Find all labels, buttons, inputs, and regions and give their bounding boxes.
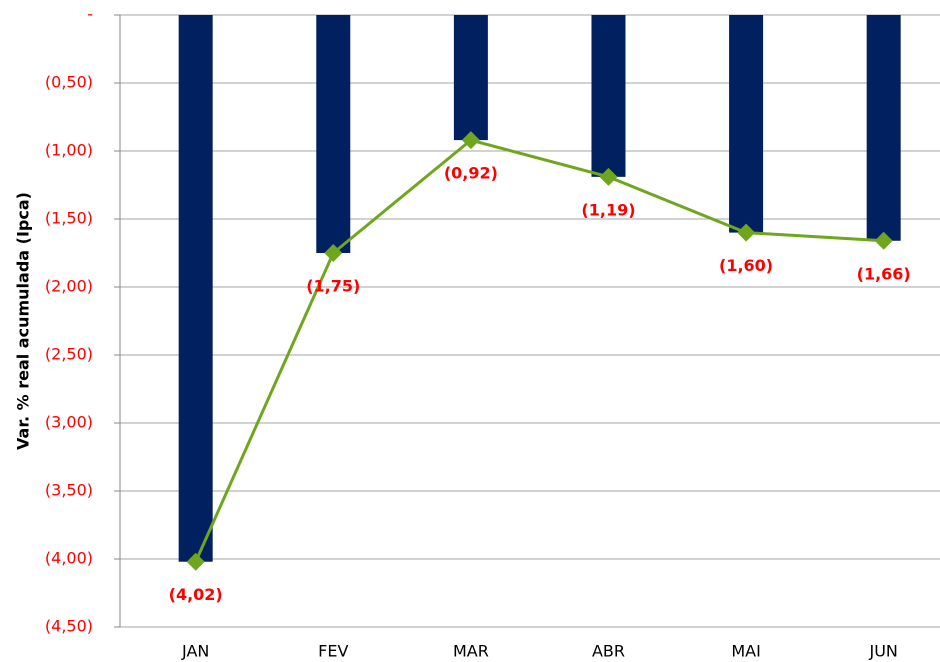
y-tick-label: (1,50) xyxy=(45,209,93,228)
bar xyxy=(729,15,764,233)
data-label: (4,02) xyxy=(169,585,223,604)
bar xyxy=(866,15,901,241)
x-tick-label: MAI xyxy=(731,642,760,661)
data-label: (1,60) xyxy=(719,256,773,275)
y-tick-label: (4,50) xyxy=(45,617,93,636)
data-label: (1,66) xyxy=(857,264,911,283)
y-tick-label: (3,00) xyxy=(45,413,93,432)
y-tick-label: (2,50) xyxy=(45,345,93,364)
x-tick-label: MAR xyxy=(453,642,489,661)
marker xyxy=(737,223,756,242)
y-tick-label: - xyxy=(87,5,93,24)
y-tick-label: (4,00) xyxy=(45,549,93,568)
x-tick-label: ABR xyxy=(592,642,625,661)
x-tick-label: JAN xyxy=(181,642,209,661)
x-tick-label: FEV xyxy=(318,642,348,661)
y-tick-label: (1,00) xyxy=(45,141,93,160)
marker xyxy=(599,167,618,186)
bar xyxy=(178,15,213,562)
y-tick-label: (3,50) xyxy=(45,481,93,500)
data-label: (0,92) xyxy=(444,164,498,183)
x-tick-label: JUN xyxy=(868,642,897,661)
data-label: (1,75) xyxy=(306,277,360,296)
marker xyxy=(324,244,343,262)
marker xyxy=(186,552,205,571)
y-axis-title: Var. % real acumulada (Ipca) xyxy=(14,192,33,450)
bar xyxy=(316,15,351,253)
marker xyxy=(874,231,893,250)
bar xyxy=(453,15,488,141)
marker xyxy=(461,131,480,150)
y-tick-label: (0,50) xyxy=(45,73,93,92)
data-label: (1,19) xyxy=(581,200,635,219)
line xyxy=(194,138,884,563)
bar xyxy=(591,15,626,177)
y-tick-label: (2,00) xyxy=(45,277,93,296)
